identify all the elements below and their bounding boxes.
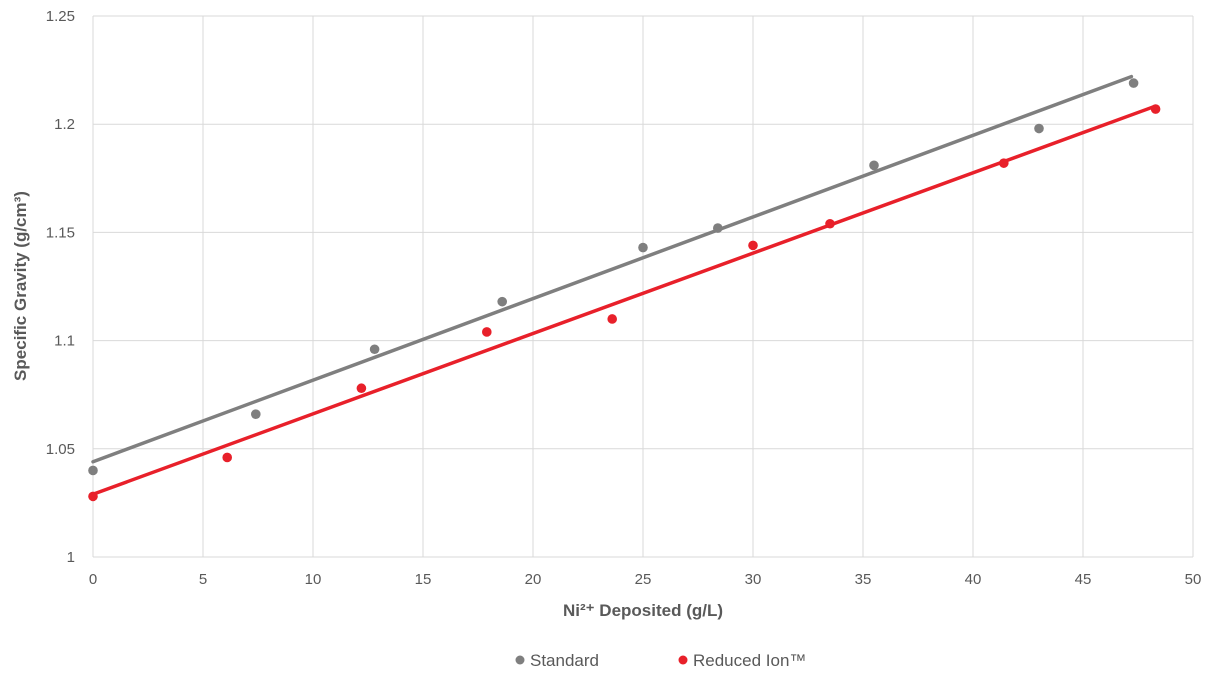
x-tick-label: 0: [89, 571, 97, 588]
data-point-standard[interactable]: [713, 223, 723, 233]
y-tick-label: 1.25: [46, 8, 75, 25]
data-point-reduced-ion[interactable]: [748, 240, 758, 251]
data-point-reduced-ion[interactable]: [825, 218, 835, 229]
x-tick-label: 30: [745, 571, 762, 588]
data-point-reduced-ion[interactable]: [88, 491, 98, 502]
x-tick-label: 40: [965, 571, 982, 588]
data-point-standard[interactable]: [1034, 123, 1044, 134]
x-tick-label: 10: [305, 571, 322, 588]
series-layer: [88, 74, 1161, 502]
data-point-standard[interactable]: [251, 409, 261, 419]
x-axis-ticks: 0 5 10 15 20 25 30 35 40 45 50: [89, 571, 1202, 588]
series-reduced-ion: [88, 104, 1161, 502]
x-tick-label: 50: [1185, 571, 1202, 588]
legend-item-standard[interactable]: Standard: [515, 651, 600, 670]
x-tick-label: 5: [199, 571, 207, 588]
data-point-standard[interactable]: [1128, 78, 1139, 88]
trendline-reduced-ion: [91, 105, 1156, 496]
grid: [92, 15, 1194, 558]
data-point-reduced-ion[interactable]: [482, 327, 492, 337]
x-axis-title: Ni²⁺ Deposited (g/L): [563, 601, 723, 620]
data-point-reduced-ion[interactable]: [222, 452, 232, 463]
trendline-standard: [91, 74, 1134, 464]
y-tick-label: 1.15: [46, 224, 75, 241]
legend-marker-standard: [515, 655, 525, 665]
data-point-standard[interactable]: [638, 242, 648, 253]
y-tick-label: 1.05: [46, 441, 75, 458]
y-axis-title: Specific Gravity (g/cm³): [11, 191, 30, 381]
y-tick-label: 1: [67, 549, 75, 566]
x-tick-label: 20: [525, 571, 542, 588]
data-point-reduced-ion[interactable]: [607, 314, 617, 324]
data-point-standard[interactable]: [369, 344, 380, 355]
y-tick-label: 1.1: [54, 333, 75, 350]
series-standard: [88, 74, 1139, 476]
data-point-reduced-ion[interactable]: [356, 383, 367, 394]
x-tick-label: 45: [1075, 571, 1092, 588]
y-axis-ticks: 1 1.05 1.1 1.15 1.2 1.25: [46, 8, 75, 566]
data-point-standard[interactable]: [497, 296, 508, 307]
legend-label-reduced-ion: Reduced Ion™: [693, 651, 806, 670]
x-tick-label: 35: [855, 571, 872, 588]
x-tick-label: 15: [415, 571, 432, 588]
data-point-reduced-ion[interactable]: [1150, 104, 1161, 114]
data-point-standard[interactable]: [869, 160, 879, 171]
y-tick-label: 1.2: [54, 116, 75, 133]
legend-marker-reduced-ion: [678, 655, 688, 665]
legend-label-standard: Standard: [530, 651, 599, 670]
data-point-standard[interactable]: [88, 465, 98, 476]
legend: Standard Reduced Ion™: [515, 651, 807, 670]
data-point-reduced-ion[interactable]: [999, 158, 1009, 168]
legend-item-reduced-ion[interactable]: Reduced Ion™: [678, 651, 807, 670]
x-tick-label: 25: [635, 571, 652, 588]
